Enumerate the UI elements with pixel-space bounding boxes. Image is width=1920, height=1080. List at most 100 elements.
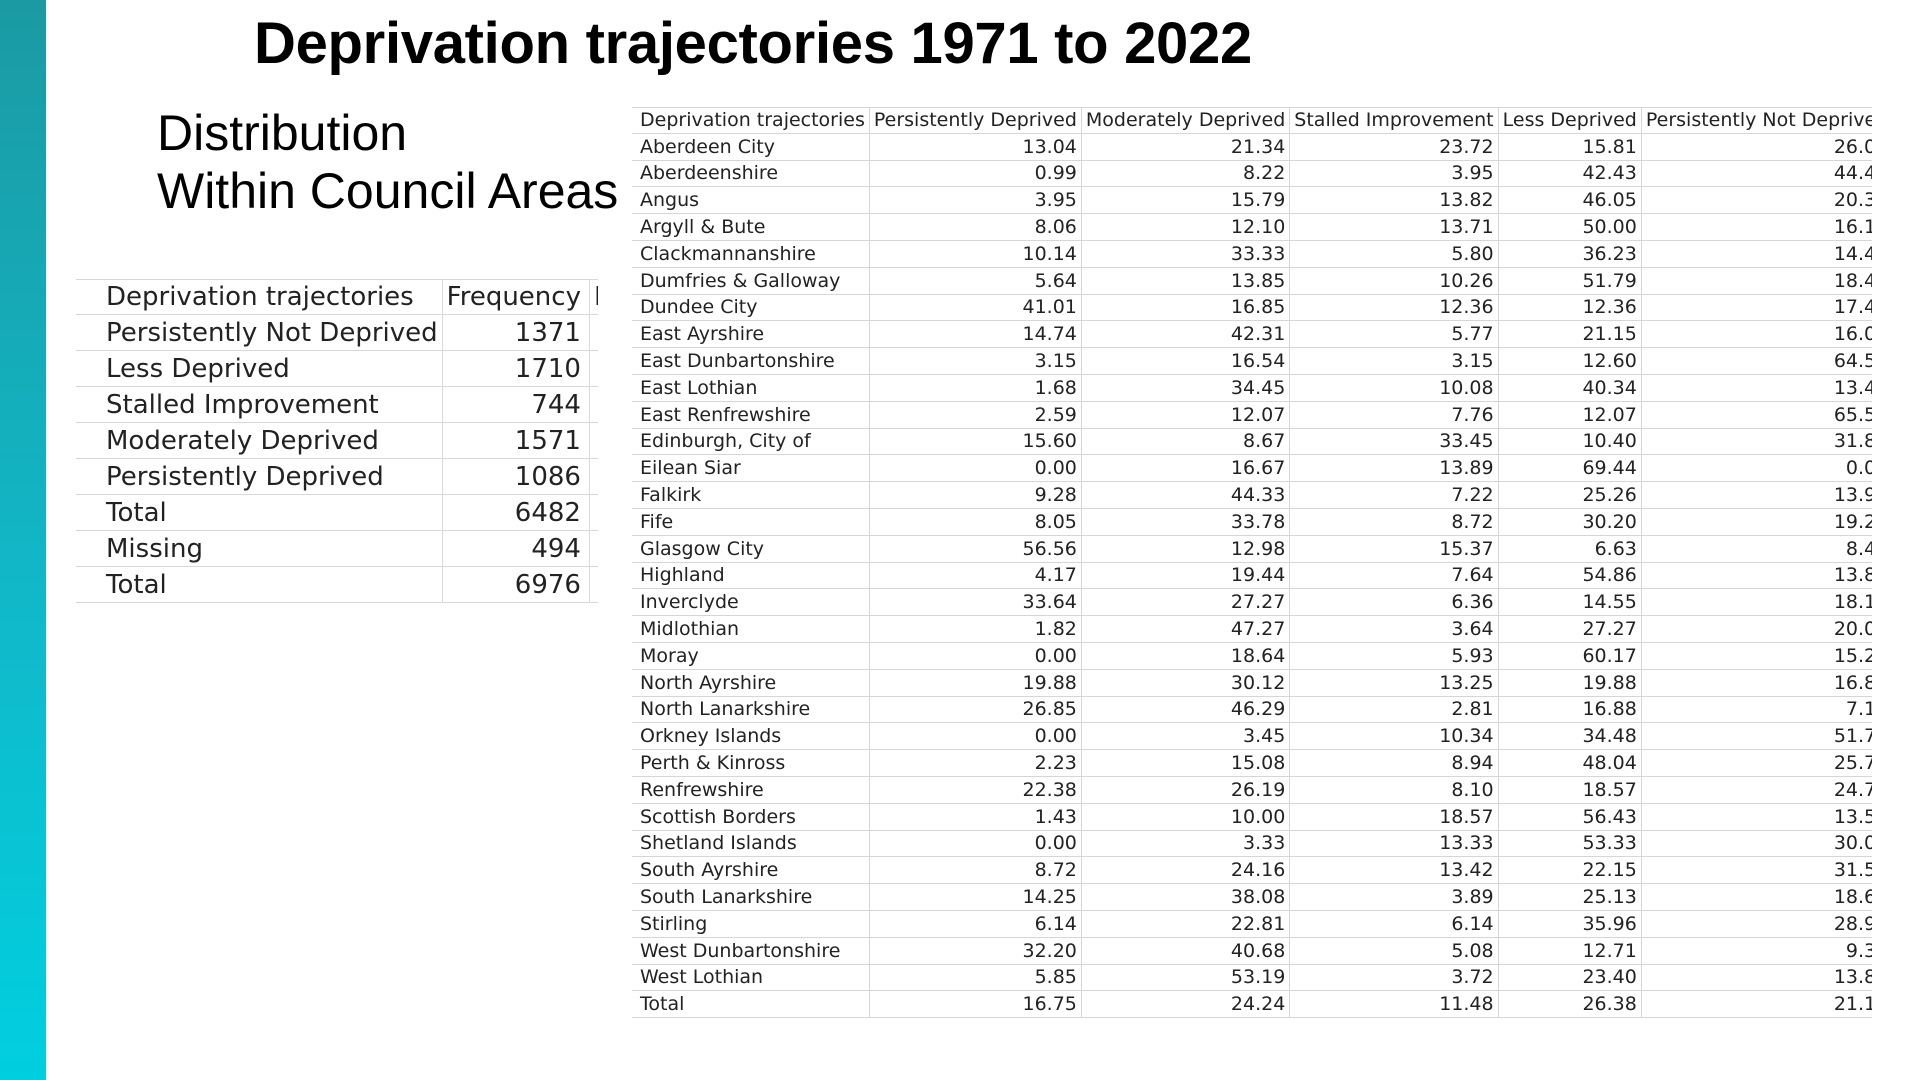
percentage-cell: 16.75 [869,990,1082,1019]
percentage-cell: 12.36 [1498,294,1642,322]
percentage-cell: 50.00 [1498,213,1642,241]
council-area-name-cell: East Lothian [632,374,870,402]
percentage-cell: 7.22 [1289,481,1499,509]
frequency-value-cell: 494 [442,530,590,567]
header-cell: Stalled Improvement [1289,107,1499,134]
council-area-name-cell: Dumfries & Galloway [632,267,870,295]
empty-cell [589,350,598,387]
percentage-cell: 56.43 [1498,803,1642,831]
percentage-cell: 64.57 [1641,347,1872,375]
percentage-cell: 15.81 [1498,133,1642,161]
percentage-cell: 25.26 [1498,481,1642,509]
percentage-cell: 6.36 [1289,588,1499,617]
percentage-cell: 18.57 [1289,803,1499,831]
percentage-cell: 26.09 [1641,133,1872,161]
percentage-cell: 46.05 [1498,186,1642,215]
frequency-table-row: Total 6976 [76,566,598,603]
percentage-cell: 5.08 [1289,937,1499,965]
frequency-table-top-gridline [76,257,598,280]
percentage-cell: 48.04 [1498,749,1642,777]
council-area-name-cell: Scottish Borders [632,803,870,831]
percentage-cell: 14.55 [1498,588,1642,617]
percentage-cell: 23.40 [1498,964,1642,992]
percentage-cell: 44.33 [1081,481,1291,509]
percentage-cell: 12.07 [1498,401,1642,429]
council-area-name-cell: West Lothian [632,964,870,992]
council-area-name-cell: Edinburgh, City of [632,428,870,456]
empty-cell [589,530,598,567]
percentage-cell: 3.15 [1289,347,1499,375]
percentage-cell: 19.24 [1641,508,1872,536]
percentage-cell: 5.85 [869,964,1082,992]
percentage-cell: 27.27 [1081,588,1291,617]
percentage-cell: 18.18 [1641,588,1872,617]
percentage-cell: 10.14 [869,240,1082,268]
percentage-cell: 22.15 [1498,856,1642,885]
percentage-cell: 8.72 [1289,508,1499,536]
percentage-cell: 18.65 [1641,883,1872,911]
percentage-cell: 38.08 [1081,883,1291,911]
percentage-cell: 13.85 [1081,267,1291,295]
council-table-row: Edinburgh, City of 15.60 8.67 33.45 10.40 31.… [632,428,1872,456]
percentage-cell: 16.54 [1081,347,1291,375]
percentage-cell: 0.99 [869,160,1082,188]
council-area-name-cell: Shetland Islands [632,830,870,858]
percentage-cell: 16.67 [1081,454,1291,483]
percentage-cell: 32.20 [869,937,1082,965]
council-area-name-cell: South Ayrshire [632,856,870,885]
percentage-cell: 13.92 [1641,481,1872,509]
empty-cell [589,386,598,423]
percentage-cell: 65.52 [1641,401,1872,429]
percentage-cell: 13.42 [1289,856,1499,885]
frequency-table-row: Total 6482 [76,494,598,531]
percentage-cell: 12.07 [1081,401,1291,429]
percentage-cell: 6.63 [1498,535,1642,563]
council-area-table: Deprivation trajectories Persistently De… [632,107,1872,1019]
council-area-name-cell: Midlothian [632,615,870,643]
percentage-cell: 5.64 [869,267,1082,295]
frequency-table-panel: Deprivation trajectories Frequency P Per… [76,257,598,619]
subtitle-line-2: Within Council Areas [157,163,619,219]
percentage-cell: 9.28 [869,481,1082,509]
percentage-cell: 13.89 [1289,454,1499,483]
header-cell: Persistently Not Deprived [1641,107,1872,134]
percentage-cell: 3.15 [869,347,1082,375]
percentage-cell: 60.17 [1498,642,1642,670]
percentage-cell: 30.20 [1498,508,1642,536]
frequency-table-row: Moderately Deprived 1571 [76,422,598,459]
council-area-name-cell: South Lanarkshire [632,883,870,911]
council-area-name-cell: Perth & Kinross [632,749,870,777]
percentage-cell: 8.06 [869,213,1082,241]
percentage-cell: 13.83 [1641,964,1872,992]
percentage-cell: 13.71 [1289,213,1499,241]
percentage-cell: 12.10 [1081,213,1291,241]
frequency-value-cell: 1371 [442,314,590,351]
empty-cell [589,494,598,531]
percentage-cell: 53.33 [1498,830,1642,858]
empty-cell [589,314,598,351]
council-area-name-cell: Angus [632,186,870,215]
percentage-cell: 24.76 [1641,776,1872,804]
page-title: Deprivation trajectories 1971 to 2022 [254,11,1252,76]
percentage-cell: 13.89 [1641,562,1872,590]
percentage-cell: 12.98 [1081,535,1291,563]
council-table-panel: Deprivation trajectories Persistently De… [632,93,1872,1028]
council-area-name-cell: Argyll & Bute [632,213,870,241]
percentage-cell: 8.10 [1289,776,1499,804]
percentage-cell: 26.38 [1498,990,1642,1019]
percentage-cell: 13.57 [1641,803,1872,831]
percentage-cell: 10.26 [1289,267,1499,295]
